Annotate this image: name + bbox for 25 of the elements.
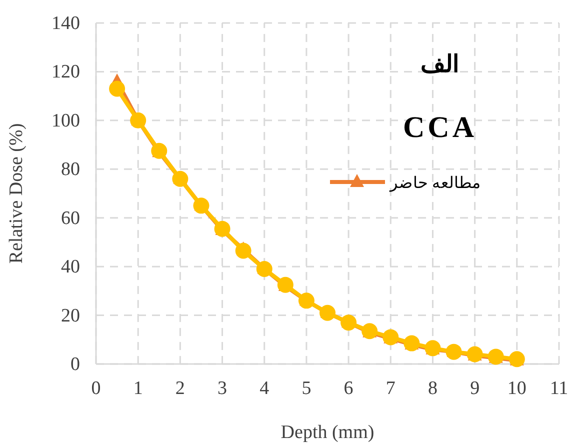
y-tick-label: 120 [52, 62, 80, 83]
x-tick-label: 4 [260, 378, 270, 399]
x-axis-title: Depth (mm) [280, 422, 374, 443]
y-tick-label: 40 [61, 256, 80, 278]
y-tick-label: 80 [61, 159, 80, 180]
text: CCA [403, 111, 477, 144]
x-tick-label: 3 [218, 378, 228, 399]
legend-label: مطالعه حاضر [389, 175, 481, 192]
y-tick-label: 60 [61, 208, 80, 229]
x-tick-label: 1 [133, 378, 143, 399]
x-tick-label: 7 [386, 378, 396, 399]
x-tick-label: 10 [507, 378, 526, 399]
x-tick-label: 11 [550, 378, 568, 399]
y-axis-title: Relative Dose (%) [6, 123, 27, 264]
x-tick-label: 9 [470, 378, 480, 399]
x-tick-label: 5 [302, 378, 312, 399]
x-tick-label: 8 [428, 378, 438, 399]
x-tick-label: 0 [91, 378, 101, 399]
y-tick-label: 0 [70, 354, 80, 375]
y-tick-label: 100 [52, 110, 80, 132]
y-tick-label: 140 [52, 13, 80, 34]
x-tick-label: 6 [344, 378, 354, 399]
y-tick-label: 20 [61, 305, 80, 326]
text: الف [420, 52, 460, 78]
x-tick-label: 2 [175, 378, 185, 399]
